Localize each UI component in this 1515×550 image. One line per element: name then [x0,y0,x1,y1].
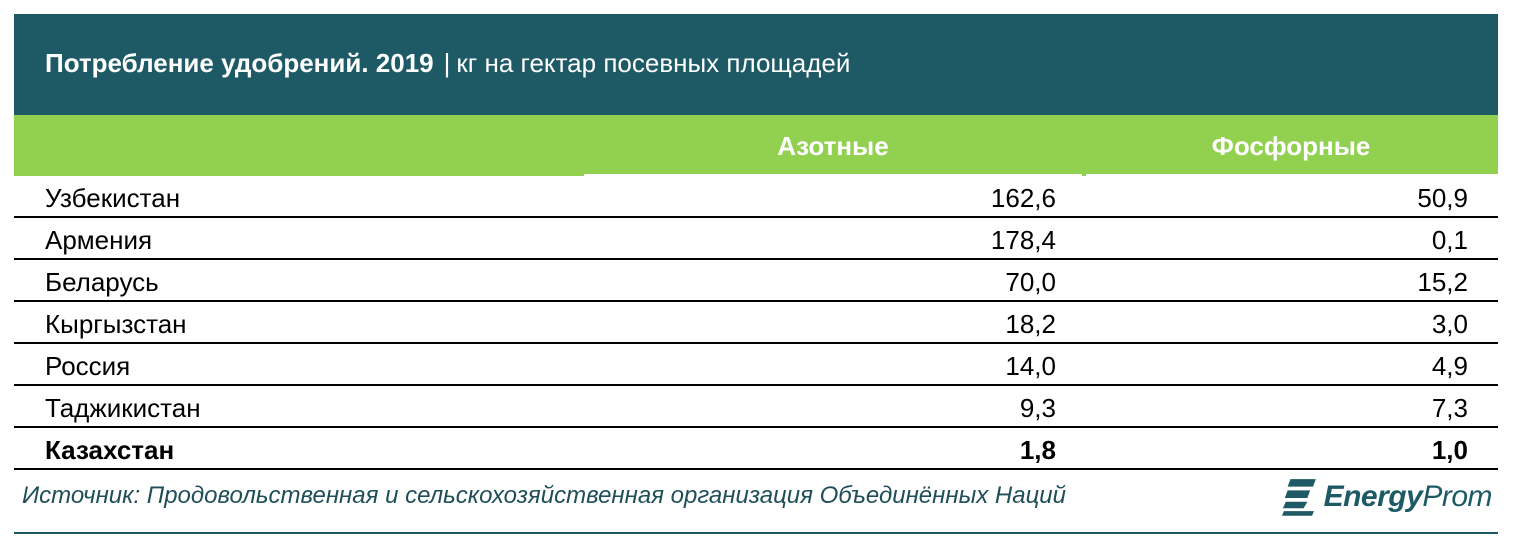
country-name: Кыргызстан [45,309,187,339]
data-table: Узбекистан 162,6 50,9 Армения 178,4 0,1 … [14,176,1498,470]
nitrogen-value: 18,2 [1005,309,1056,339]
table-footer: Источник: Продовольственная и сельскохоз… [14,470,1498,530]
table-row: Россия 14,0 4,9 [14,344,1498,386]
table-row-highlighted: Казахстан 1,8 1,0 [14,428,1498,470]
header-divider [584,174,1082,176]
table-row: Беларусь 70,0 15,2 [14,260,1498,302]
title-main: Потребление удобрений. 2019 [45,48,434,78]
table-row: Таджикистан 9,3 7,3 [14,386,1498,428]
title-unit: кг на гектар посевных площадей [456,48,851,78]
energyprom-logo: EnergyProm [1282,474,1492,520]
phosphate-value: 15,2 [1417,267,1468,297]
nitrogen-value: 14,0 [1005,351,1056,381]
table-title-bar: Потребление удобрений. 2019 | кг на гектар… [14,14,1498,115]
table-row: Узбекистан 162,6 50,9 [14,176,1498,218]
phosphate-value: 50,9 [1417,183,1468,213]
logo-wordmark: EnergyProm [1323,480,1493,514]
title-separator: | [443,48,451,78]
column-header-phosphate: Фосфорные [1211,131,1371,161]
phosphate-value: 7,3 [1431,393,1468,423]
phosphate-value: 1,0 [1431,435,1468,465]
nitrogen-value: 178,4 [990,225,1056,255]
table-row: Армения 178,4 0,1 [14,218,1498,260]
phosphate-value: 3,0 [1431,309,1468,339]
country-name: Таджикистан [45,393,201,423]
phosphate-value: 0,1 [1431,225,1468,255]
column-header-row: Азотные Фосфорные [14,115,1498,176]
column-header-nitrogen: Азотные [777,131,889,161]
header-divider [1086,174,1498,176]
nitrogen-value: 1,8 [1019,435,1056,465]
bottom-divider [14,532,1498,534]
nitrogen-value: 70,0 [1005,267,1056,297]
country-name: Беларусь [45,267,159,297]
energyprom-logo-icon [1282,479,1316,516]
country-name: Казахстан [45,435,175,465]
logo-prom: Prom [1422,480,1492,513]
logo-energy: Energy [1323,480,1423,513]
table-title: Потребление удобрений. 2019 | кг на гектар… [45,48,850,79]
country-name: Узбекистан [45,183,181,213]
nitrogen-value: 162,6 [990,183,1056,213]
phosphate-value: 4,9 [1431,351,1468,381]
source-note: Источник: Продовольственная и сельскохоз… [22,482,1066,509]
nitrogen-value: 9,3 [1019,393,1056,423]
country-name: Россия [45,351,131,381]
country-name: Армения [45,225,153,255]
table-row: Кыргызстан 18,2 3,0 [14,302,1498,344]
